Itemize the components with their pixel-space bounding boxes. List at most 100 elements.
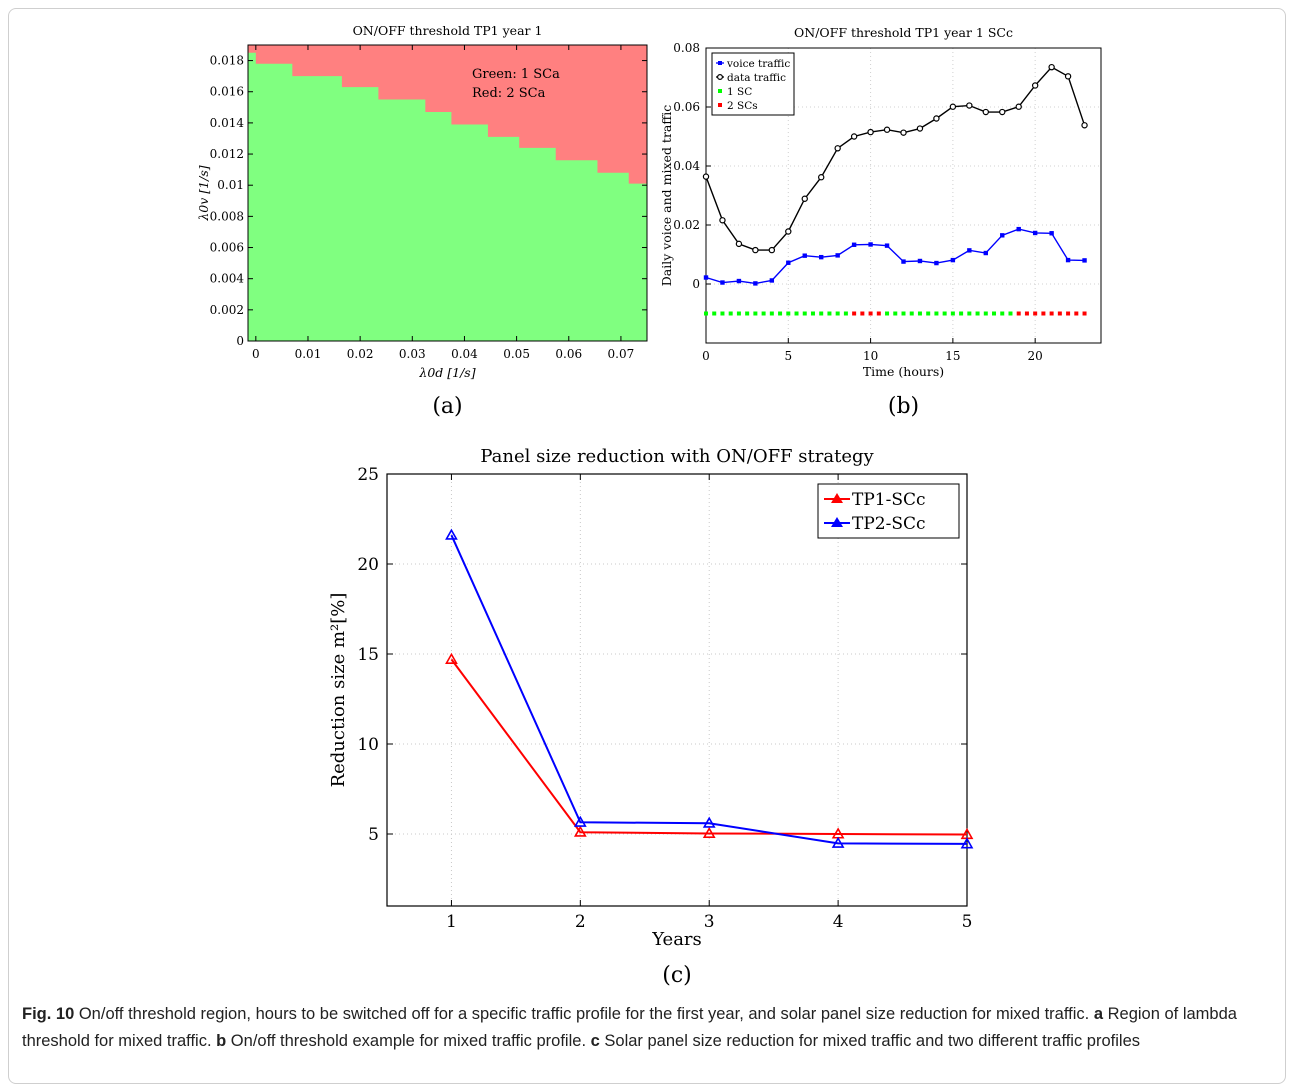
panel-b-data-point (720, 280, 725, 285)
panel-b-state-marker (786, 311, 791, 316)
panel-b-state-marker (950, 311, 955, 316)
panel-c-data-point (702, 816, 716, 828)
panel-b-state-marker (1024, 311, 1029, 316)
panel-b-xtick-label: 15 (945, 349, 960, 363)
panel-b-state-marker (983, 311, 988, 316)
panel-c-legend-marker (831, 517, 843, 527)
panel-b-state-marker (959, 311, 964, 316)
panel-b-data-point (703, 275, 709, 280)
panel-b-data-point (1015, 103, 1022, 110)
caption-b-text: On/off threshold example for mixed traff… (226, 1032, 587, 1050)
panel-b-ylabel: Daily voice and mixed traffic (659, 105, 674, 287)
panel-b-data-point (1016, 226, 1021, 232)
panel-b-data-point (933, 115, 940, 122)
panel-b-data-point (867, 128, 874, 136)
panel-b-state-marker (778, 311, 783, 316)
panel-a-ytick-label: 0.004 (210, 272, 245, 286)
panel-b-legend-marker (718, 103, 722, 107)
panel-b-label: (b) (888, 394, 919, 419)
panel-b-state-marker (745, 311, 750, 316)
panel-b-data-point (1064, 73, 1072, 80)
panel-b-state-marker (909, 311, 914, 316)
panel-b-data-point (735, 240, 743, 248)
panel-a-ytick-label: 0.002 (210, 303, 244, 317)
panel-c-xtick-label: 1 (446, 912, 457, 932)
panel-b-legend-label: data traffic (727, 72, 786, 84)
panel-b-data-point (785, 228, 792, 235)
panel-b-title: ON/OFF threshold TP1 year 1 SCc (794, 25, 1013, 40)
panel-b-data-point (818, 174, 825, 181)
panel-a-ytick-label: 0.01 (217, 178, 244, 192)
panel-b-data-point (934, 260, 939, 266)
panel-b-data-point (1065, 257, 1071, 263)
panel-b-state-marker (728, 311, 733, 316)
panel-b-legend-marker (718, 61, 722, 65)
panel-b-data-point (835, 253, 840, 258)
panel-b-data-point (983, 250, 988, 256)
panel-c-legend-box (817, 483, 960, 539)
panel-b-state-marker (942, 311, 947, 316)
panel-b-data-point (850, 133, 858, 140)
panel-b-state-marker (761, 311, 766, 316)
panel-b-data-point (786, 260, 791, 265)
panel-b-series-line (705, 228, 1085, 285)
panel-b-data-point (999, 108, 1006, 116)
caption-a-text: Region of lambda threshold for mixed tra… (22, 1005, 1237, 1050)
panel-a-annotation: Green: 1 SCa (472, 67, 560, 82)
panel-b-ytick-label: 0.06 (673, 100, 700, 114)
panel-a-ytick-label: 0 (236, 334, 244, 348)
panel-c-ytick-label: 25 (357, 465, 379, 485)
panel-b-data-point (768, 246, 776, 254)
caption-fig-text: On/off threshold region, hours to be swi… (74, 1005, 1090, 1023)
panel-b-data-point (1031, 82, 1039, 89)
panel-b-state-marker (736, 311, 741, 316)
panel-b-xlabel: Time (hours) (863, 364, 944, 379)
panel-b-data-point (1032, 230, 1038, 236)
panel-b-state-marker (1074, 311, 1079, 316)
panel-b-state-marker (827, 311, 832, 316)
panel-b-data-point (801, 195, 808, 202)
panel-b-state-marker (1016, 311, 1021, 316)
figure-caption: Fig. 10 On/off threshold region, hours t… (22, 1001, 1276, 1055)
panel-b-legend-marker (716, 73, 723, 80)
panel-b-legend-box (711, 52, 795, 116)
panel-a-axes-box (247, 44, 648, 342)
panel-b-data-point (719, 217, 726, 224)
panel-a-ylabel: λ0v [1/s] (196, 165, 211, 221)
panel-b-state-marker (1057, 311, 1062, 316)
panel-c-series-line (450, 658, 968, 836)
panel-b-xtick-label: 20 (1028, 349, 1043, 363)
panel-a-ytick-label: 0.016 (210, 85, 244, 99)
panel-b-state-marker (810, 311, 815, 316)
panel-b-axes-box (705, 47, 1102, 344)
caption-b-label: b (216, 1032, 227, 1050)
panel-a-xtick-label: 0.06 (555, 347, 582, 361)
panel-b-state-marker (967, 311, 972, 316)
panel-a-ytick-label: 0.018 (210, 54, 244, 68)
panel-a-green-region (248, 52, 647, 341)
panel-c-xtick-label: 3 (704, 912, 715, 932)
panel-b-ytick-label: 0.02 (673, 218, 700, 232)
panel-c-data-point (445, 528, 458, 540)
panel-b-data-point (950, 257, 956, 263)
panel-b-ytick-label: 0.08 (673, 41, 700, 55)
panel-b-state-marker (876, 311, 881, 316)
panel-b-state-marker (926, 311, 931, 316)
panel-a-ytick-label: 0.008 (210, 209, 244, 223)
panel-b-xtick-label: 0 (702, 349, 710, 363)
panel-c-xtick-label: 2 (575, 912, 586, 932)
panel-b-data-point (851, 242, 857, 247)
panel-c-data-point (445, 652, 458, 664)
panel-c-ylabel: Reduction size m²[%] (328, 593, 349, 788)
panel-b-data-point (916, 125, 924, 132)
caption-c-text: Solar panel size reduction for mixed tra… (599, 1032, 1141, 1050)
panel-b-data-point (901, 259, 906, 264)
panel-b-state-marker (852, 311, 857, 316)
panel-b-state-marker (1033, 311, 1038, 316)
panel-c-ytick-label: 10 (357, 735, 379, 755)
panel-c-data-point (702, 826, 716, 839)
panel-c-xtick-label: 5 (962, 912, 973, 932)
panel-b-legend-label: 1 SC (727, 86, 752, 98)
panel-b-legend-marker (718, 89, 722, 93)
panel-b-data-point (966, 102, 973, 109)
